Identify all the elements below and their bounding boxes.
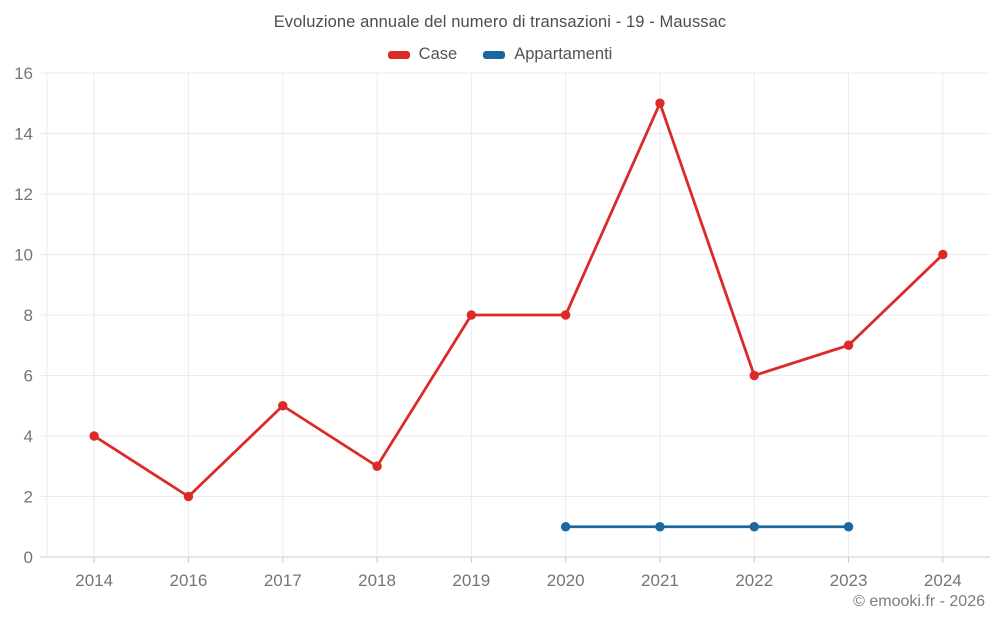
- y-tick-label: 6: [24, 367, 33, 386]
- data-point-appartamenti-2020[interactable]: [560, 522, 571, 532]
- x-tick-label-2017: 2017: [264, 571, 302, 590]
- data-point-appartamenti-2022[interactable]: [749, 522, 759, 532]
- legend: Case Appartamenti: [0, 45, 1000, 64]
- data-point-appartamenti-2021[interactable]: [655, 522, 665, 532]
- x-tick-label-2016: 2016: [170, 571, 208, 590]
- legend-label: Appartamenti: [514, 45, 613, 63]
- legend-marker-appartamenti: [483, 50, 506, 59]
- legend-item-appartamenti[interactable]: Appartamenti: [483, 45, 612, 64]
- x-tick-label-2018: 2018: [358, 571, 396, 590]
- legend-item-case[interactable]: Case: [387, 45, 458, 64]
- data-point-case-2020[interactable]: [560, 310, 571, 320]
- data-point-case-2022[interactable]: [749, 370, 759, 381]
- x-tick-label-2024: 2024: [924, 571, 962, 590]
- legend-marker-case: [387, 50, 410, 59]
- data-point-case-2024[interactable]: [938, 249, 948, 260]
- data-point-case-2014[interactable]: [89, 431, 99, 441]
- chart-title: Evoluzione annuale del numero di transaz…: [273, 13, 727, 31]
- y-tick-label: 8: [24, 306, 33, 325]
- data-point-case-2017[interactable]: [278, 401, 288, 411]
- data-point-case-2019[interactable]: [466, 310, 477, 320]
- data-point-case-2018[interactable]: [372, 461, 382, 471]
- data-point-appartamenti-2023[interactable]: [843, 522, 854, 532]
- y-tick-label: 2: [24, 488, 33, 507]
- x-tick-label-2019: 2019: [452, 571, 490, 590]
- y-tick-label: 14: [14, 125, 33, 144]
- y-tick-label: 0: [24, 548, 33, 567]
- y-tick-label: 10: [14, 246, 33, 265]
- series-line-case: [92, 101, 945, 498]
- legend-label: Case: [418, 45, 458, 63]
- x-tick-label-2014: 2014: [75, 571, 113, 590]
- x-tick-label-2022: 2022: [735, 571, 773, 590]
- x-tick-label-2023: 2023: [830, 571, 868, 590]
- data-point-case-2023[interactable]: [843, 340, 854, 350]
- y-tick-label: 4: [24, 427, 33, 446]
- data-point-case-2021[interactable]: [655, 98, 665, 108]
- y-tick-label: 12: [14, 185, 33, 204]
- x-tick-label-2021: 2021: [641, 571, 679, 590]
- data-point-case-2016[interactable]: [183, 491, 194, 502]
- footer-credit: © emooki.fr - 2026: [853, 593, 985, 610]
- y-tick-label: 16: [14, 64, 33, 83]
- x-tick-label-2020: 2020: [547, 571, 585, 590]
